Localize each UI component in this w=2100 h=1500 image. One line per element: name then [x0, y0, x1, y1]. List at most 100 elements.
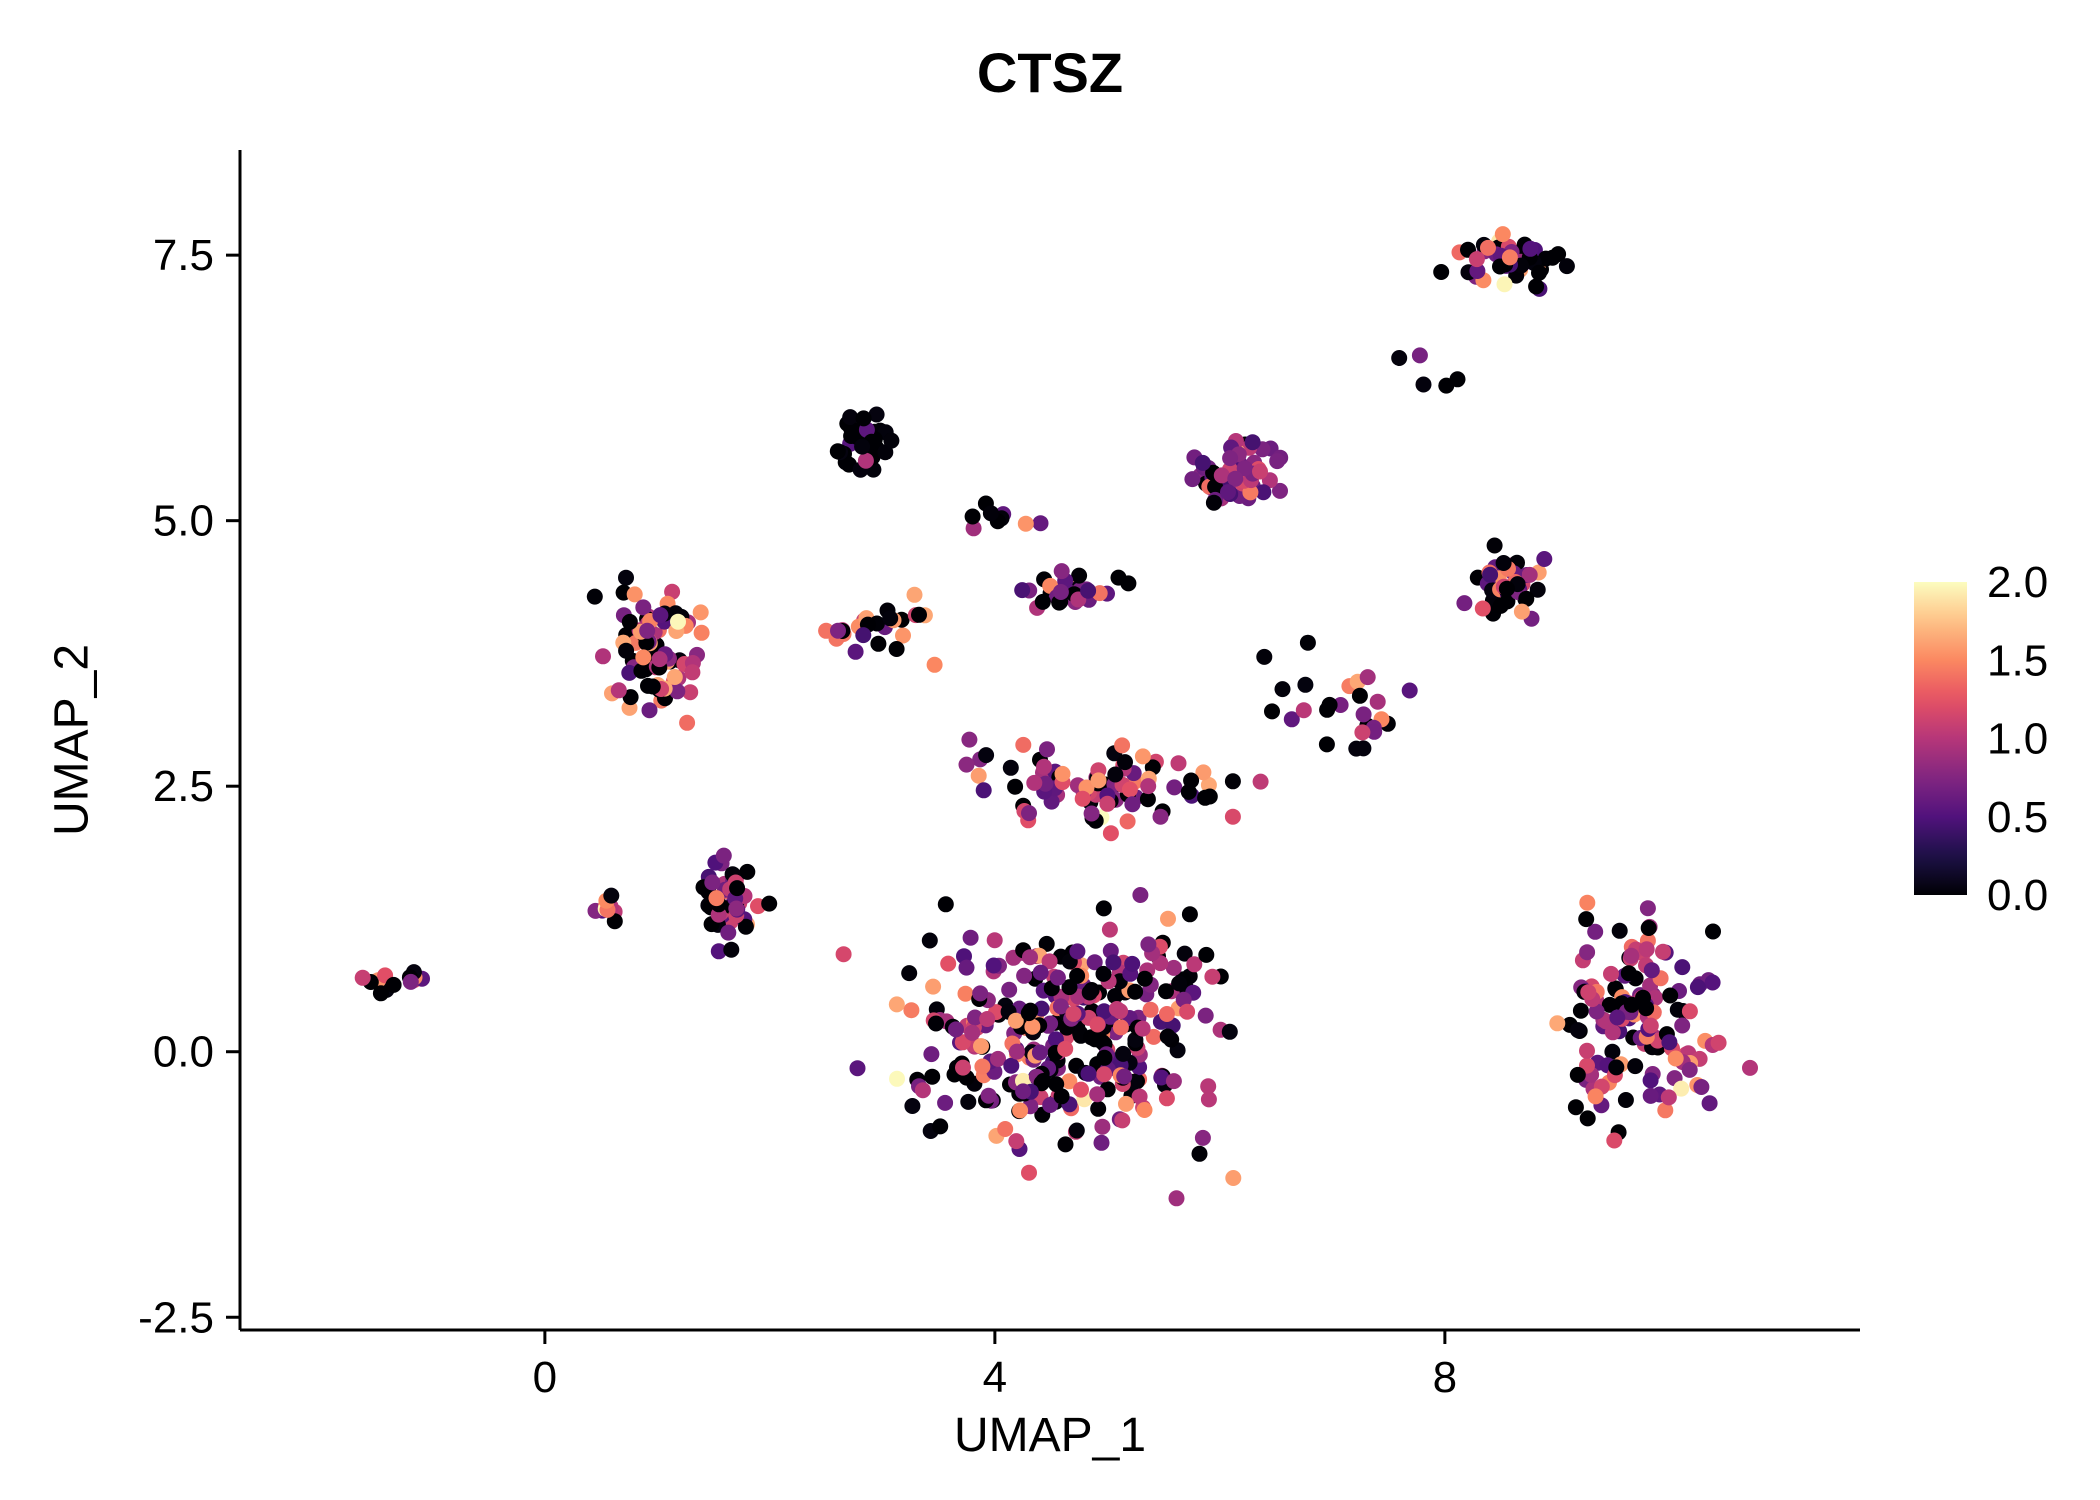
data-point — [1014, 582, 1031, 599]
data-point — [1099, 795, 1116, 812]
data-point — [354, 969, 371, 986]
data-point — [903, 1002, 920, 1019]
data-point — [739, 863, 756, 880]
data-point — [684, 664, 701, 681]
data-point — [1145, 1028, 1162, 1045]
data-point — [586, 588, 603, 605]
data-point — [1021, 1164, 1037, 1181]
data-point — [986, 932, 1003, 949]
data-point — [1069, 943, 1086, 960]
data-point — [1165, 959, 1182, 976]
data-point — [888, 996, 905, 1013]
data-point — [829, 443, 846, 460]
data-point — [1015, 1083, 1032, 1100]
data-point — [1171, 975, 1188, 992]
data-point — [1166, 779, 1183, 796]
data-point — [1197, 789, 1214, 806]
data-point — [1528, 278, 1545, 295]
data-point — [1176, 945, 1193, 962]
data-point — [1369, 693, 1386, 710]
x-tick-label: 0 — [533, 1353, 557, 1402]
data-point — [1022, 1002, 1039, 1019]
data-point — [1186, 956, 1203, 973]
data-point — [1114, 737, 1131, 754]
data-point — [1537, 250, 1554, 267]
data-point — [1627, 1058, 1644, 1075]
data-point — [626, 586, 643, 603]
data-point — [710, 943, 727, 960]
page-title: CTSZ — [976, 41, 1124, 104]
data-point — [1053, 1088, 1070, 1105]
data-point — [1705, 923, 1721, 940]
colorbar — [1914, 582, 1967, 895]
data-point — [1224, 773, 1241, 790]
data-point — [1007, 1012, 1024, 1029]
data-point — [1061, 1073, 1078, 1090]
data-point — [1256, 648, 1273, 665]
data-point — [1299, 634, 1316, 651]
data-point — [595, 648, 611, 665]
data-point — [1660, 1089, 1677, 1106]
data-point — [855, 627, 872, 644]
data-point — [843, 428, 860, 444]
data-point — [1295, 702, 1312, 719]
data-point — [1587, 1088, 1604, 1105]
data-point — [1579, 1110, 1596, 1127]
data-point — [1200, 1078, 1217, 1095]
data-point — [666, 669, 683, 685]
data-point — [1036, 758, 1052, 775]
data-point — [895, 627, 911, 644]
data-point — [720, 924, 737, 941]
data-point — [1142, 1001, 1159, 1018]
data-point — [914, 1082, 931, 1099]
data-point — [1200, 1091, 1217, 1108]
data-point — [633, 662, 650, 679]
data-point — [641, 702, 658, 719]
data-point — [1499, 593, 1516, 610]
data-point — [1197, 1007, 1214, 1024]
data-point — [761, 895, 778, 912]
data-point — [1518, 590, 1535, 607]
data-point — [1567, 1099, 1584, 1116]
data-point — [1638, 941, 1655, 958]
data-point — [1108, 1001, 1125, 1017]
data-point — [1140, 778, 1157, 795]
data-point — [1689, 979, 1706, 996]
data-point — [1061, 979, 1078, 996]
data-point — [1570, 1022, 1586, 1039]
data-point — [1117, 754, 1133, 771]
data-point — [1026, 774, 1043, 791]
data-point — [1110, 569, 1127, 586]
data-point — [1101, 921, 1118, 938]
data-point — [1569, 1066, 1586, 1083]
data-point — [621, 613, 638, 630]
data-point — [921, 932, 938, 949]
data-point — [1580, 984, 1597, 1001]
data-point — [1134, 748, 1151, 765]
data-point — [1116, 1068, 1133, 1085]
data-point — [1032, 964, 1049, 981]
data-point — [1480, 239, 1496, 256]
data-point — [847, 643, 864, 660]
data-point — [1160, 910, 1176, 927]
data-point — [1012, 1102, 1029, 1119]
data-point — [1119, 813, 1136, 830]
x-tick-label: 8 — [1433, 1353, 1457, 1402]
data-point — [1213, 467, 1230, 484]
data-point — [1007, 778, 1024, 795]
data-point — [1513, 603, 1530, 620]
data-point — [1114, 1112, 1131, 1129]
data-point — [1220, 484, 1236, 501]
data-point — [1673, 1080, 1690, 1097]
data-point — [1701, 1095, 1718, 1112]
data-point — [1107, 988, 1124, 1004]
data-point — [957, 985, 974, 1002]
data-point — [1710, 1034, 1727, 1051]
legend-tick-label: 1.5 — [1987, 636, 2048, 685]
data-point — [1264, 703, 1280, 720]
data-point — [1609, 1009, 1626, 1026]
data-point — [980, 1087, 997, 1104]
data-point — [975, 782, 992, 799]
data-point — [958, 756, 975, 773]
data-point — [937, 1094, 954, 1111]
